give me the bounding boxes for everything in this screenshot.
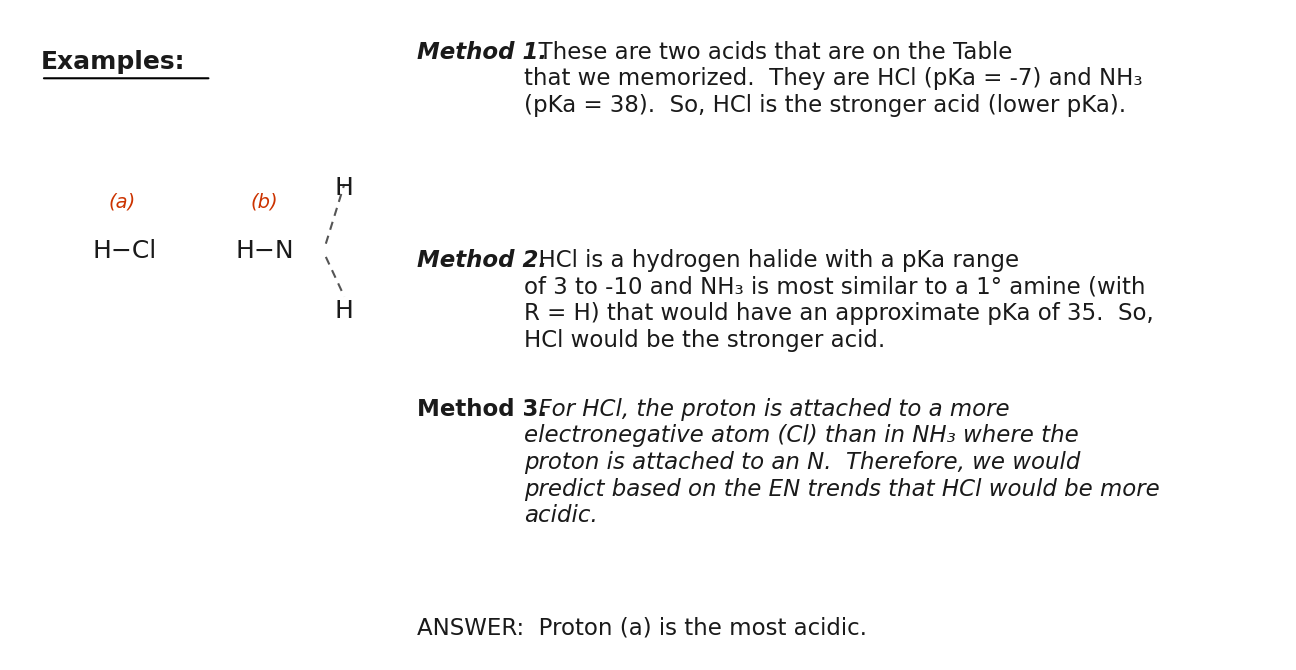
Text: HCl is a hydrogen halide with a pKa range
of 3 to -10 and NH₃ is most similar to: HCl is a hydrogen halide with a pKa rang… (525, 249, 1153, 352)
Text: ANSWER:  Proton (a) is the most acidic.: ANSWER: Proton (a) is the most acidic. (417, 616, 867, 639)
Text: H−N: H−N (236, 239, 294, 263)
Text: H: H (334, 299, 354, 323)
Text: Method 3.: Method 3. (417, 398, 547, 421)
Text: H: H (334, 176, 354, 200)
Text: Method 1.: Method 1. (417, 41, 547, 64)
Text: Method 2.: Method 2. (417, 249, 547, 272)
Text: Examples:: Examples: (41, 50, 185, 74)
Text: For HCl, the proton is attached to a more
electronegative atom (Cl) than in NH₃ : For HCl, the proton is attached to a mor… (525, 398, 1160, 527)
Text: (a): (a) (109, 193, 136, 212)
Text: These are two acids that are on the Table
that we memorized.  They are HCl (pKa : These are two acids that are on the Tabl… (525, 41, 1143, 117)
Text: H−Cl: H−Cl (93, 239, 157, 263)
Text: (b): (b) (250, 193, 279, 212)
